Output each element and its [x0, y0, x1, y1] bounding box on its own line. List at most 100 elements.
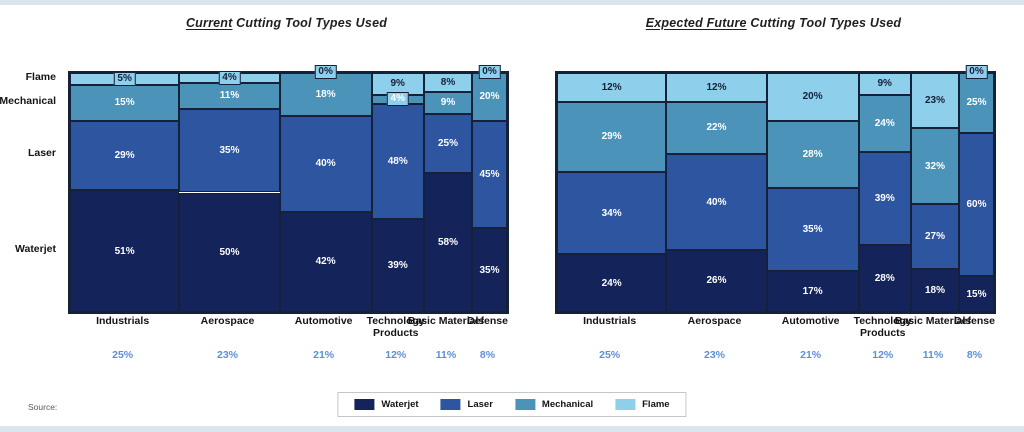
- cell-value-label: 39%: [874, 192, 895, 204]
- cell-value-label: 9%: [440, 97, 456, 109]
- mosaic-cell-laser: 40%: [279, 116, 372, 212]
- cell-value-label: 28%: [874, 273, 895, 285]
- cell-value-label: 35%: [219, 145, 240, 157]
- column-total-label: 12%: [385, 349, 407, 361]
- cell-value-label: 39%: [387, 259, 408, 271]
- mosaic-column-basic-materials: 8% 9% 25% 58%: [423, 73, 473, 312]
- cell-value-label: 51%: [114, 245, 135, 257]
- mosaic-cell-waterjet: 51%: [70, 190, 180, 312]
- cell-value-label: 28%: [802, 148, 823, 160]
- mosaic-cell-laser: 35%: [766, 187, 859, 272]
- title-emphasis-future: Expected Future: [645, 16, 747, 30]
- legend-swatch-waterjet: [354, 399, 375, 410]
- cell-value-label: 29%: [601, 131, 622, 143]
- cell-value-label: 11%: [219, 90, 240, 102]
- mosaic-cell-mechanical: 15%: [70, 84, 180, 121]
- cell-value-label: 50%: [219, 246, 240, 258]
- cell-value-label: 60%: [966, 198, 987, 210]
- cell-value-label: 40%: [706, 196, 727, 208]
- mosaic-cell-waterjet: 39%: [371, 218, 424, 312]
- chart-title-current: Current Cutting Tool Types Used: [68, 16, 505, 30]
- legend-label: Waterjet: [381, 399, 419, 410]
- column-total-label: 11%: [435, 349, 457, 361]
- y-axis-label-mechanical: Mechanical: [0, 94, 56, 107]
- legend-item-waterjet: Waterjet: [354, 399, 419, 410]
- cell-value-label: 24%: [874, 117, 895, 129]
- category-label: Technology Products: [853, 315, 912, 340]
- mosaic-cell-waterjet: 26%: [666, 249, 767, 312]
- category-label: Industrials: [583, 315, 637, 327]
- zero-value-callout: 0%: [965, 65, 988, 79]
- legend-label: Flame: [642, 399, 670, 410]
- cell-value-label: 18%: [315, 89, 336, 100]
- column-total-label: 21%: [800, 349, 822, 361]
- cell-value-label: 25%: [966, 97, 987, 109]
- mosaic-cell-laser: 45%: [472, 120, 507, 229]
- legend-swatch-mechanical: [514, 399, 535, 410]
- cell-value-label: 32%: [924, 160, 945, 172]
- mosaic-cell-mechanical: 22%: [666, 101, 767, 155]
- source-label: Source:: [28, 402, 58, 412]
- cell-value-label: 40%: [315, 158, 336, 170]
- category-label: Industrials: [96, 315, 150, 327]
- mosaic-cell-flame: 9%: [371, 73, 424, 95]
- mosaic-cell-mechanical: 28%: [766, 120, 859, 188]
- mosaic-cell-mechanical: 9%: [423, 92, 473, 114]
- category-label: Aerospace: [200, 315, 255, 327]
- cell-value-label: 12%: [601, 81, 622, 93]
- cell-value-label: 26%: [706, 275, 727, 287]
- mosaic-column-basic-materials: 23% 32% 27% 18%: [910, 73, 960, 312]
- category-label: Defense: [954, 315, 995, 327]
- mosaic-column-industrials: 5% 15% 29% 51%: [70, 71, 180, 312]
- cell-value-label: 35%: [479, 264, 500, 276]
- mosaic-cell-waterjet: 17%: [766, 271, 859, 312]
- column-total-label: 23%: [703, 349, 726, 361]
- mosaic-cell-flame: 9%: [858, 73, 911, 95]
- column-total-label: 23%: [216, 349, 239, 361]
- mosaic-cell-waterjet: 28%: [858, 245, 911, 312]
- mosaic-cell-mechanical: 20%: [472, 73, 507, 121]
- mosaic-cell-laser: 48%: [371, 104, 424, 219]
- category-labels-future: Industrials Aerospace Automotive Technology…: [555, 315, 995, 347]
- column-total-row-current: 25% 23% 21% 12% 11% 8%: [68, 349, 505, 363]
- title-rest-future: Cutting Tool Types Used: [746, 16, 902, 30]
- y-axis-labels: Flame Mechanical Laser Waterjet: [0, 71, 62, 310]
- mosaic-cell-flame: 12%: [666, 73, 767, 102]
- mosaic-column-aerospace: 12% 22% 40% 26%: [666, 73, 767, 312]
- category-label: Automotive: [781, 315, 840, 327]
- zero-value-callout: 0%: [478, 65, 501, 79]
- column-total-label: 11%: [922, 349, 944, 361]
- category-label: Basic Materials: [407, 315, 485, 327]
- column-total-label: 8%: [479, 349, 496, 361]
- mosaic-cell-mechanical: 24%: [858, 94, 911, 152]
- category-label: Technology Products: [366, 315, 425, 340]
- legend-item-mechanical: Mechanical: [514, 399, 593, 410]
- mosaic-chart-current: 5% 15% 29% 51% 4% 11% 35% 50% 0% 18% 40% 42% 9% 4% 48%…: [68, 65, 509, 314]
- mosaic-cell-mechanical: 11%: [179, 82, 280, 109]
- mosaic-cell-mechanical: 32%: [910, 127, 960, 205]
- cell-value-label: 58%: [437, 237, 458, 249]
- cell-value-label: 12%: [706, 81, 727, 93]
- cell-value-label: 45%: [479, 169, 500, 181]
- mosaic-cell-laser: 29%: [70, 120, 180, 191]
- mosaic-cell-waterjet: 58%: [423, 173, 473, 312]
- mosaic-cell-mechanical: 18%: [279, 73, 372, 117]
- mosaic-cell-waterjet: 35%: [472, 228, 507, 312]
- mosaic-cell-flame: 8%: [423, 73, 473, 93]
- cell-value-label: 24%: [601, 277, 622, 289]
- mosaic-column-automotive: 20% 28% 35% 17%: [766, 73, 859, 312]
- cell-value-label: 48%: [387, 155, 408, 167]
- mosaic-column-defense: 0% 20% 45% 35%: [472, 65, 507, 312]
- title-emphasis-current: Current: [185, 16, 233, 30]
- mosaic-chart-future: 12% 29% 34% 24% 12% 22% 40% 26% 20% 28% 35% 17% 9% 24…: [555, 65, 996, 314]
- mosaic-cell-laser: 25%: [423, 113, 473, 174]
- legend: Waterjet Laser Mechanical Flame: [337, 392, 687, 417]
- cell-value-label: 34%: [601, 207, 622, 219]
- mosaic-column-technology-products: 9% 24% 39% 28%: [858, 73, 911, 312]
- cell-value-label: 17%: [802, 286, 823, 298]
- y-axis-label-flame: Flame: [25, 70, 56, 83]
- legend-swatch-flame: [615, 399, 636, 410]
- category-label: Basic Materials: [894, 315, 972, 327]
- mosaic-cell-waterjet: 42%: [279, 211, 372, 312]
